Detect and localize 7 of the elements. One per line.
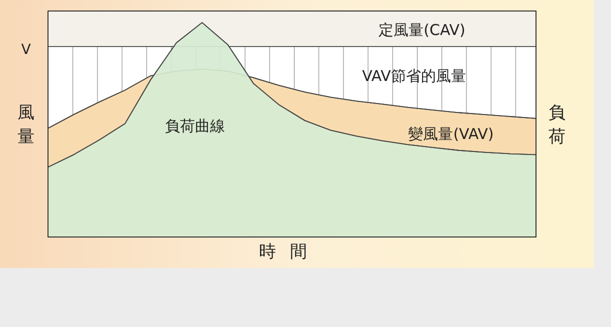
y-axis-title: 風量 — [18, 103, 34, 147]
x-axis-title: 時間 — [259, 242, 321, 262]
series-label: 變風量(VAV) — [408, 125, 494, 143]
series-label: 負荷曲線 — [165, 117, 225, 135]
series-label: 定風量(CAV) — [378, 21, 466, 39]
text: V — [21, 42, 32, 58]
y2-axis-title: 負荷 — [548, 103, 566, 147]
